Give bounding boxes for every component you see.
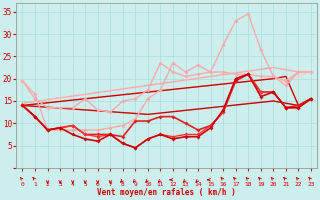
X-axis label: Vent moyen/en rafales ( km/h ): Vent moyen/en rafales ( km/h ) [97,188,236,197]
